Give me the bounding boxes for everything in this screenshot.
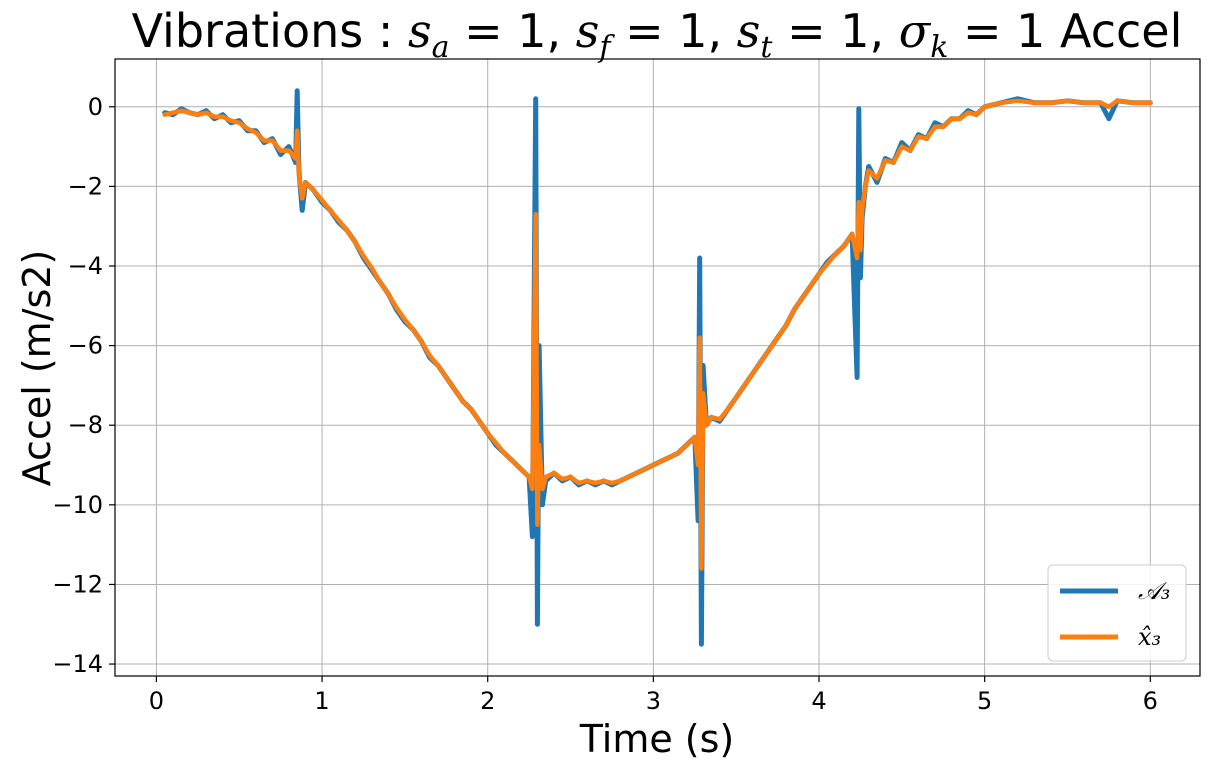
- y-tick-label: −14: [52, 650, 103, 678]
- x-tick-label: 2: [480, 687, 495, 715]
- series-line-1: [162, 88, 1153, 647]
- plot-area: [162, 88, 1153, 647]
- x-tick-label: 1: [314, 687, 329, 715]
- y-tick-label: −10: [52, 491, 103, 519]
- y-tick-label: 0: [88, 93, 103, 121]
- y-tick-label: −6: [68, 332, 103, 360]
- legend-label-1: 𝒜₃: [1138, 577, 1170, 605]
- series-line-2: [162, 98, 1153, 571]
- y-tick-label: −4: [68, 252, 103, 280]
- legend: 𝒜₃ x̂₃: [1047, 564, 1187, 662]
- x-tick-label: 0: [149, 687, 164, 715]
- series-layer: [162, 88, 1153, 647]
- y-axis-label: Accel (m/s2): [15, 250, 59, 487]
- x-tick-label: 5: [977, 687, 992, 715]
- y-tick-label: −12: [52, 570, 103, 598]
- grid: [115, 59, 1200, 676]
- x-ticks: 0 1 2 3 4 5 6: [149, 676, 1158, 715]
- y-tick-label: −8: [68, 411, 103, 439]
- plot-frame: [114, 58, 1201, 677]
- y-tick-label: −2: [68, 172, 103, 200]
- x-tick-label: 4: [811, 687, 826, 715]
- x-tick-label: 3: [646, 687, 661, 715]
- x-axis-label: Time (s): [579, 717, 735, 761]
- x-tick-label: 6: [1143, 687, 1158, 715]
- y-ticks: 0 −2 −4 −6 −8 −10 −12 −14: [52, 93, 115, 678]
- legend-label-2: x̂₃: [1138, 623, 1161, 651]
- chart-title: Vibrations : sa = 1, sf = 1, st = 1, σk …: [132, 4, 1183, 65]
